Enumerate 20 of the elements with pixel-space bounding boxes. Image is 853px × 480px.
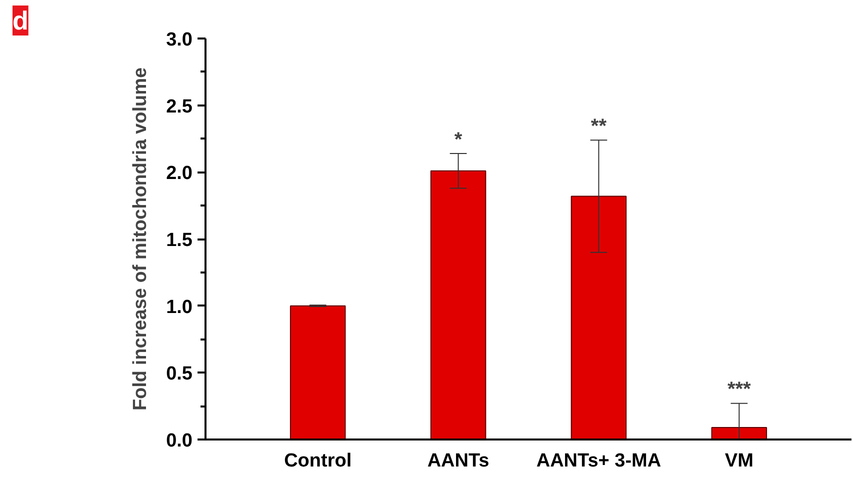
y-tick-label: 0.0 xyxy=(166,430,193,452)
x-tick-label: AANTs xyxy=(427,450,490,472)
x-tick-label: VM xyxy=(724,450,754,472)
y-tick-label: 3.0 xyxy=(166,30,193,50)
bar xyxy=(711,426,768,440)
y-tick-label: 2.0 xyxy=(166,163,193,184)
bar xyxy=(430,170,486,440)
annotation: *** xyxy=(727,378,752,401)
y-tick-label: 0.5 xyxy=(166,364,193,385)
text: d xyxy=(12,6,28,36)
y-tick-label: 2.5 xyxy=(166,96,193,118)
x-tick-label: Control xyxy=(284,450,352,472)
bar xyxy=(290,305,346,440)
annotation: ** xyxy=(590,115,607,138)
y-tick-label: 1.5 xyxy=(166,230,193,251)
y-tick-label: 1.0 xyxy=(166,296,193,318)
annotation: * xyxy=(454,128,462,151)
x-tick-label: AANTs+ 3-MA xyxy=(536,450,662,472)
y-axis-title: Fold increase of mitochondria volume xyxy=(130,67,152,411)
bar xyxy=(570,196,627,440)
